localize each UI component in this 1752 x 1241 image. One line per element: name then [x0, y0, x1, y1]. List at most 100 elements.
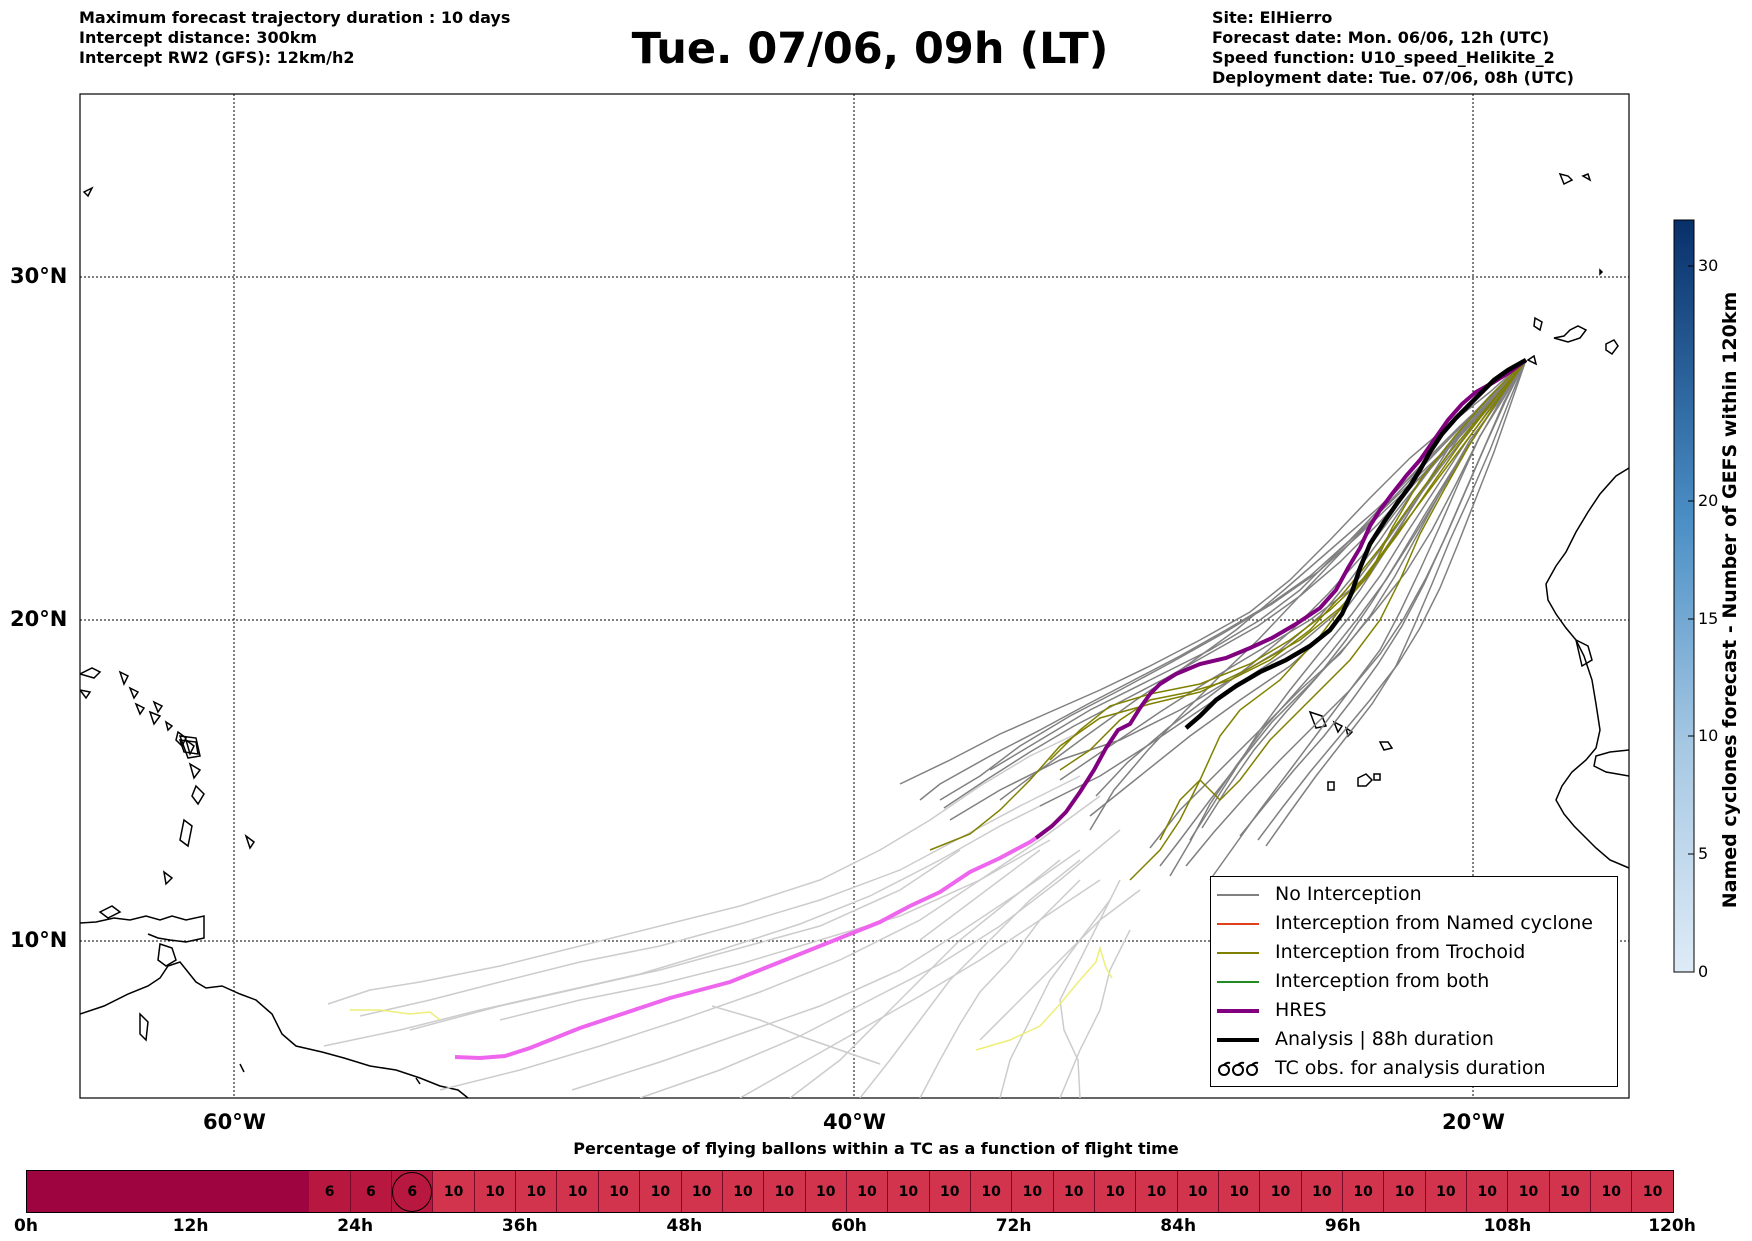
timebar-cell — [269, 1171, 310, 1212]
timebar-title: Percentage of flying ballons within a TC… — [573, 1139, 1179, 1158]
timebar-cell: 10 — [722, 1171, 765, 1212]
lat-label-30n: 30°N — [10, 264, 68, 288]
timebar-cell: 10 — [1591, 1171, 1633, 1212]
colorbar-label: Named cyclones forecast - Number of GEFS… — [1719, 291, 1741, 909]
timebar-cell-value: 10 — [609, 1183, 629, 1200]
timebar-cell-value: 10 — [1601, 1183, 1621, 1200]
timebar-cell — [27, 1171, 68, 1212]
header-right-line-3: Speed function: U10_speed_Helikite_2 — [1212, 48, 1555, 67]
colorbar-ticks — [1688, 265, 1694, 855]
legend-label: HRES — [1275, 999, 1327, 1021]
timebar-cell-value: 10 — [1518, 1183, 1539, 1200]
timebar-cell: 10 — [1508, 1171, 1550, 1212]
timebar-tick-label: 108h — [1483, 1216, 1532, 1236]
timebar-cell: 10 — [474, 1171, 517, 1212]
timebar-cell: 10 — [640, 1171, 682, 1212]
header-right-line-1: Site: ElHierro — [1212, 8, 1333, 27]
timebar-cell-value: 10 — [1146, 1183, 1167, 1200]
timebar-cell: 6 — [309, 1171, 351, 1212]
timebar-tick-label: 72h — [995, 1216, 1032, 1236]
timebar-cell: 6 — [350, 1171, 393, 1212]
timebar-cell — [188, 1171, 229, 1212]
timebar-cell-value: 10 — [774, 1183, 795, 1200]
legend-swatch — [1217, 1009, 1259, 1013]
timebar-cell — [228, 1171, 270, 1212]
map-legend: No Interception Interception from Named … — [1210, 876, 1618, 1087]
header-right-line-2: Forecast date: Mon. 06/06, 12h (UTC) — [1212, 28, 1550, 47]
tc-symbol-icon — [1218, 1061, 1259, 1076]
timebar-cell: 10 — [805, 1171, 847, 1212]
legend-item-hres: HRES — [1211, 997, 1617, 1026]
coastlines — [80, 172, 1629, 1098]
timebar-cell: 10 — [1260, 1171, 1302, 1212]
hres-late-trajectory — [454, 836, 1038, 1061]
timebar-cell-value: 10 — [1436, 1183, 1456, 1200]
timebar-cell-value: 10 — [1229, 1183, 1249, 1200]
timebar-cell: 10 — [433, 1171, 475, 1212]
timebar-cell: 10 — [1301, 1171, 1343, 1212]
legend-item-tc-obs: TC obs. for analysis duration — [1211, 1055, 1617, 1084]
timebar-cell-value: 10 — [1353, 1183, 1373, 1200]
timebar-cell: 10 — [970, 1171, 1013, 1212]
analysis-trajectory — [1184, 358, 1528, 730]
timebar-cell-value: 10 — [1394, 1183, 1415, 1200]
legend-item-analysis: Analysis | 88h duration — [1211, 1026, 1617, 1055]
timebar-cell: 10 — [1425, 1171, 1468, 1212]
colorbar-tick-label: 5 — [1698, 844, 1709, 863]
legend-swatch — [1217, 923, 1259, 925]
legend-label: Analysis | 88h duration — [1275, 1028, 1494, 1050]
legend-item-both: Interception from both — [1211, 968, 1617, 997]
timebar-cell-value: 10 — [1560, 1183, 1580, 1200]
legend-item-named-cyclone: Interception from Named cyclone — [1211, 910, 1617, 939]
timebar-tick-label: 24h — [337, 1216, 374, 1236]
timebar-cell-value: 10 — [691, 1183, 712, 1200]
legend-label: Interception from Named cyclone — [1275, 912, 1593, 934]
legend-swatch — [1217, 981, 1259, 983]
timebar-cell-value: 6 — [366, 1183, 376, 1200]
timebar-cell-value: 10 — [981, 1183, 1001, 1200]
timebar-cell: 10 — [681, 1171, 723, 1212]
timebar-cell: 10 — [1218, 1171, 1261, 1212]
timebar-circle-marker — [392, 1171, 433, 1212]
timebar-cell-value: 10 — [526, 1183, 547, 1200]
timebar-cell: 10 — [598, 1171, 641, 1212]
legend-label: TC obs. for analysis duration — [1275, 1057, 1546, 1079]
timebar-cell-value: 10 — [1477, 1183, 1497, 1200]
lat-label-10n: 10°N — [10, 928, 68, 952]
timebar-cell: 10 — [1549, 1171, 1592, 1212]
timebar-cell: 10 — [1136, 1171, 1178, 1212]
timebar-cell: 10 — [1053, 1171, 1095, 1212]
timebar-cell: 10 — [1343, 1171, 1385, 1212]
timebar-cell-value: 10 — [1642, 1183, 1663, 1200]
timebar: 6 6 6 10 10 10 10 10 10 10 10 10 10 10 10 10 10 10 10 10 10 1… — [26, 1170, 1674, 1213]
timebar-cell: 10 — [557, 1171, 599, 1212]
timebar-cell-value: 10 — [567, 1183, 588, 1200]
header-right-info: Site: ElHierro Forecast date: Mon. 06/06… — [1212, 8, 1574, 88]
header-left-line-1: Maximum forecast trajectory duration : 1… — [79, 8, 511, 27]
yellow-trajectories — [350, 945, 1113, 1051]
timebar-cell-value: 10 — [1064, 1183, 1084, 1200]
lat-label-20n: 20°N — [10, 607, 68, 631]
timebar-cell: 10 — [1094, 1171, 1137, 1212]
timebar-tick-label: 120h — [1648, 1216, 1696, 1236]
timebar-tick-label: 0h — [14, 1216, 38, 1236]
timebar-cell: 10 — [1177, 1171, 1219, 1212]
lon-label-20w: 20°W — [1442, 1110, 1505, 1134]
timebar-cell: 10 — [1467, 1171, 1509, 1212]
legend-swatch — [1217, 894, 1259, 896]
timebar-cell: 10 — [888, 1171, 930, 1212]
timebar-cell: 10 — [1632, 1171, 1673, 1212]
timebar-cell-value: 10 — [898, 1183, 919, 1200]
timebar-cell: 10 — [1012, 1171, 1054, 1212]
legend-item-no-interception: No Interception — [1211, 881, 1617, 910]
timebar-tick-label: 48h — [666, 1216, 703, 1236]
header-left-info: Maximum forecast trajectory duration : 1… — [79, 8, 510, 68]
timebar-tick-label: 12h — [172, 1216, 209, 1236]
timebar-cell-value: 10 — [485, 1183, 505, 1200]
header-left-line-2: Intercept distance: 300km — [79, 28, 318, 47]
timebar-cell-value: 10 — [1270, 1183, 1291, 1200]
hres-trajectory — [1034, 358, 1528, 840]
timebar-cell: 10 — [516, 1171, 558, 1212]
lon-label-40w: 40°W — [823, 1110, 886, 1134]
legend-swatch — [1217, 952, 1259, 954]
